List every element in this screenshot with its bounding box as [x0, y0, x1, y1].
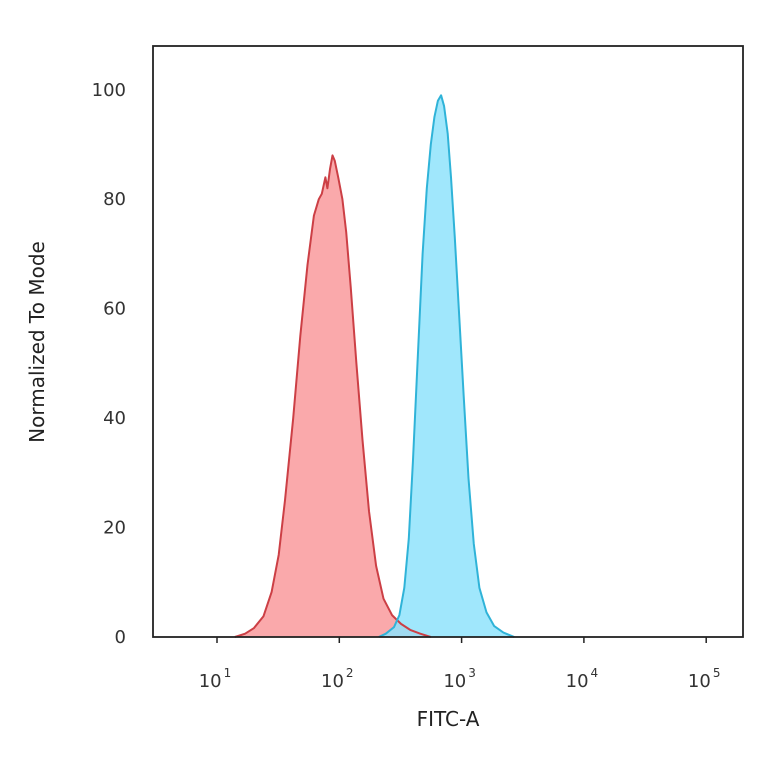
- histogram-outline-2: [378, 94, 515, 638]
- x-tick-label: 10 4: [566, 666, 599, 692]
- y-tick-label: 100: [92, 80, 126, 101]
- x-tick-label: 10 1: [199, 666, 232, 692]
- y-axis-label: Normalized To Mode: [25, 241, 49, 443]
- y-tick-label: 0: [115, 627, 126, 648]
- y-tick-label: 80: [103, 189, 126, 210]
- y-tick-label: 20: [103, 518, 126, 539]
- histogram-area-2: [378, 95, 515, 638]
- x-tick-label: 10 3: [443, 666, 476, 692]
- x-axis-ticks: 10 1 10 2 10 3 10 4 10 5: [199, 637, 721, 692]
- x-axis-label: FITC-A: [417, 707, 480, 731]
- histogram-outline-1: [234, 154, 432, 638]
- plot-frame: [152, 45, 744, 638]
- x-tick-label: 10 2: [321, 666, 354, 692]
- series-layer: [234, 94, 515, 638]
- x-tick-label: 10 5: [688, 666, 721, 692]
- y-axis-ticks: 0 20 40 60 80 100: [92, 80, 126, 648]
- y-tick-label: 60: [103, 299, 126, 320]
- y-tick-label: 40: [103, 408, 126, 429]
